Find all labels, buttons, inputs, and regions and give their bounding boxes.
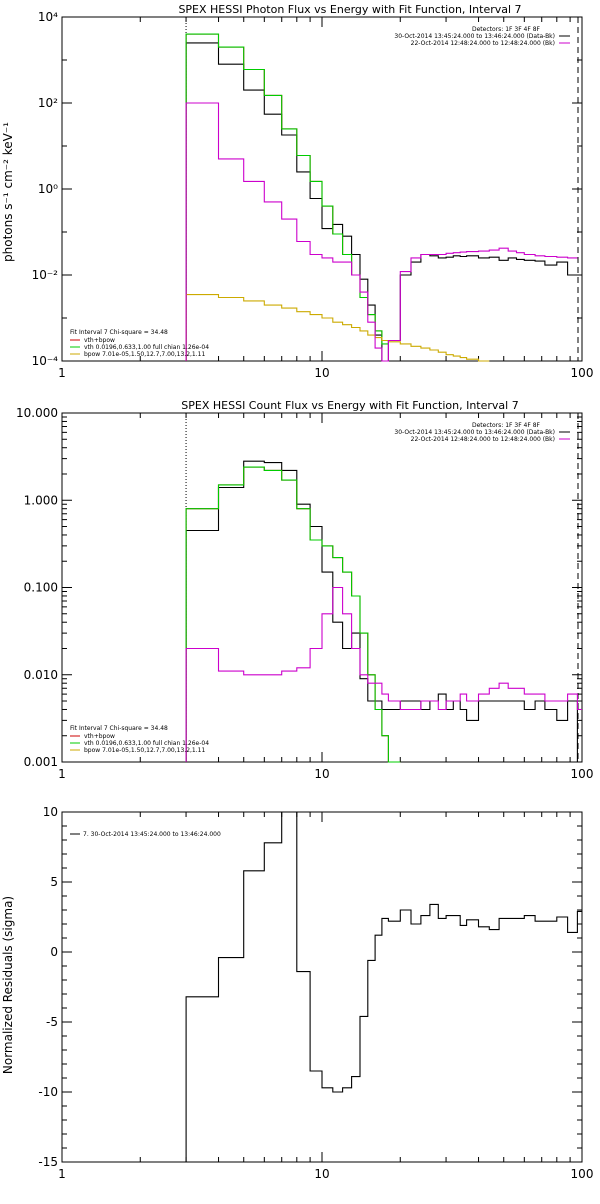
photon-y-tick-label: 10² — [38, 96, 58, 110]
residuals-y-axis-label: Normalized Residuals (sigma) — [1, 896, 15, 1074]
photon-detectors-label: Detectors: 1F 3F 4F 8F — [472, 26, 541, 33]
count-y-tick-label: 0.100 — [24, 581, 58, 595]
residuals-panel: Normalized Residuals (sigma) 1 10 100-15-1… — [1, 805, 593, 1181]
photon-series-bk — [185, 102, 578, 362]
count-fit-bpow-label: bpow 7.01e-05,1.50,12.7,7.00,13.2,1.11 — [84, 747, 205, 754]
photon-top-legend: Detectors: 1F 3F 4F 8F 30-Oct-2014 13:45… — [394, 26, 570, 47]
count-detectors-label: Detectors: 1F 3F 4F 8F — [472, 422, 541, 429]
photon-flux-panel: SPEX HESSI Photon Flux vs Energy with Fi… — [1, 3, 593, 380]
photon-panel-title: SPEX HESSI Photon Flux vs Energy with Fi… — [178, 3, 521, 16]
photon-y-tick-label: 10⁻⁴ — [32, 354, 59, 368]
residuals-axes-frame — [61, 811, 583, 1163]
photon-legend-data-label: 30-Oct-2014 13:45:24.000 to 13:46:24.000… — [394, 33, 555, 40]
residuals-y-tick-label: 10 — [43, 805, 58, 819]
residuals-series-residuals — [185, 811, 582, 1162]
photon-y-tick-label: 10⁰ — [38, 182, 58, 196]
count-legend-data-label: 30-Oct-2014 13:45:24.000 to 13:46:24.000… — [394, 429, 555, 436]
photon-x-tick-label: 10 — [314, 366, 329, 380]
count-top-legend: Detectors: 1F 3F 4F 8F 30-Oct-2014 13:45… — [394, 422, 570, 443]
count-series-bk — [185, 586, 582, 762]
count-panel-title: SPEX HESSI Count Flux vs Energy with Fit… — [181, 399, 518, 412]
residuals-y-tick-label: 0 — [50, 945, 58, 959]
count-flux-panel: SPEX HESSI Count Flux vs Energy with Fit… — [16, 399, 593, 781]
residuals-legend-label: 7. 30-Oct-2014 13:45:24.000 to 13:46:24.… — [83, 831, 221, 838]
count-axes-frame — [61, 412, 583, 763]
residuals-plot-area: 1 10 100 -15 -10 -5 0 5 10 — [38, 805, 593, 1181]
count-y-tick-label: 0.001 — [24, 755, 58, 769]
count-fit-total-label: vth+bpow — [84, 733, 115, 740]
photon-series-data-bk — [185, 42, 578, 362]
count-series-data-bk — [185, 460, 582, 763]
photon-x-tick-label: 1 — [58, 366, 66, 380]
count-x-tick-label: 100 — [571, 767, 594, 781]
photon-legend-bk-label: 22-Oct-2014 12:48:24.000 to 12:48:24.000… — [411, 40, 555, 47]
residuals-y-tick-label: -10 — [38, 1085, 58, 1099]
count-y-tick-label: 0.010 — [24, 668, 58, 682]
count-series-vth — [185, 466, 401, 763]
photon-plot-area: 1 10 100 10⁻⁴ 10⁻² 10⁰ 10² 10⁴ — [32, 10, 594, 380]
count-y-tick-label: 10.000 — [16, 406, 58, 420]
photon-series-vth — [185, 33, 389, 361]
photon-fit-total-label: vth+bpow — [84, 337, 115, 344]
count-x-tick-label: 10 — [314, 767, 329, 781]
residuals-y-tick-label: -5 — [46, 1015, 58, 1029]
photon-fit-bpow-label: bpow 7.01e-05,1.50,12.7,7.00,13.2,1.11 — [84, 351, 205, 358]
photon-x-tick-label: 100 — [571, 366, 594, 380]
count-fit-header: Fit Interval 7 Chi-square = 34.48 — [70, 725, 168, 732]
count-legend-bk-label: 22-Oct-2014 12:48:24.000 to 12:48:24.000… — [411, 436, 555, 443]
photon-fit-legend: Fit Interval 7 Chi-square = 34.48 vth+bp… — [70, 329, 209, 358]
photon-fit-header: Fit Interval 7 Chi-square = 34.48 — [70, 329, 168, 336]
count-fit-vth-label: vth 0.0196,0.633,1.00 full chian 1.26e-0… — [84, 740, 209, 747]
photon-series-bpow — [185, 294, 490, 362]
count-fit-legend: Fit Interval 7 Chi-square = 34.48 vth+bp… — [70, 725, 209, 754]
photon-y-tick-label: 10⁻² — [32, 268, 59, 282]
photon-y-axis-label: photons s⁻¹ cm⁻² keV⁻¹ — [1, 122, 15, 262]
count-x-tick-label: 1 — [58, 767, 66, 781]
photon-series-vth-bpow — [185, 33, 389, 361]
residuals-x-tick-label: 100 — [571, 1167, 594, 1181]
photon-y-tick-label: 10⁴ — [38, 10, 58, 24]
photon-fit-vth-label: vth 0.0196,0.633,1.00 full chian 1.26e-0… — [84, 344, 209, 351]
count-y-tick-label: 1.000 — [24, 493, 58, 507]
count-plot-area: 1 10 100 0.001 0.010 0.100 1.000 10.000 — [16, 406, 593, 781]
residuals-x-tick-label: 1 — [58, 1167, 66, 1181]
residuals-y-tick-label: 5 — [50, 875, 58, 889]
residuals-x-tick-label: 10 — [314, 1167, 329, 1181]
residuals-legend: 7. 30-Oct-2014 13:45:24.000 to 13:46:24.… — [70, 831, 221, 838]
residuals-y-tick-label: -15 — [38, 1155, 58, 1169]
